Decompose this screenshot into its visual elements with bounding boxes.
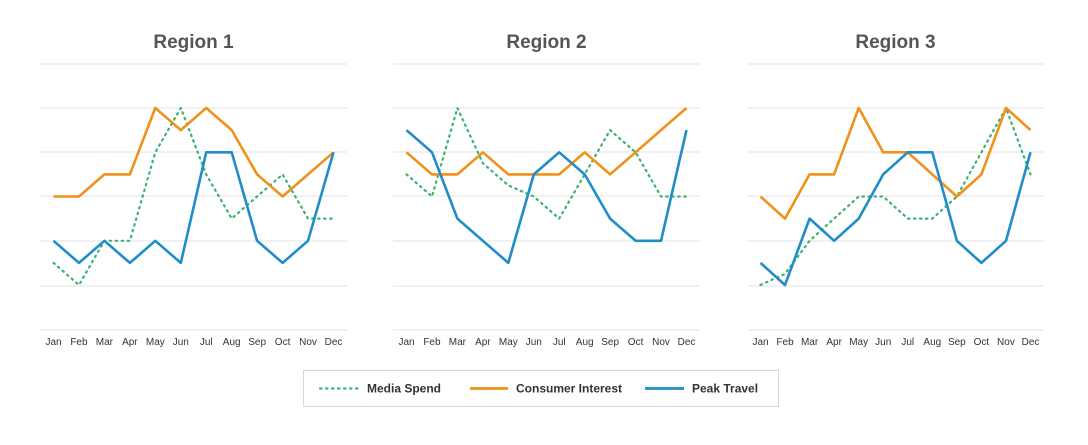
x-tick-label: Mar xyxy=(449,337,467,348)
series-line-peak-travel xyxy=(52,151,335,265)
legend-label-peak-travel: Peak Travel xyxy=(692,382,758,396)
x-tick-label: Mar xyxy=(96,337,114,348)
x-tick-label: Dec xyxy=(325,337,343,348)
x-tick-label: Aug xyxy=(576,337,594,348)
x-tick-label: Aug xyxy=(223,337,241,348)
x-tick-label: Oct xyxy=(974,337,990,348)
panel-title: Region 3 xyxy=(855,32,935,53)
x-tick-label: Jun xyxy=(173,337,189,348)
x-tick-label: Jun xyxy=(526,337,542,348)
x-tick-label: Jul xyxy=(901,337,914,348)
x-tick-label: Apr xyxy=(826,337,842,348)
legend-label-consumer-interest: Consumer Interest xyxy=(516,382,622,396)
x-tick-label: Sep xyxy=(948,337,966,348)
x-tick-label: Nov xyxy=(299,337,317,348)
x-tick-label: Oct xyxy=(628,337,644,348)
series-line-media-spend xyxy=(52,106,335,287)
panel-title: Region 1 xyxy=(153,32,234,53)
x-tick-label: Dec xyxy=(1022,337,1040,348)
x-tick-label: May xyxy=(146,337,165,348)
x-tick-label: Apr xyxy=(122,337,138,348)
x-tick-label: Oct xyxy=(275,337,291,348)
x-tick-label: Jun xyxy=(875,337,891,348)
x-tick-label: Aug xyxy=(923,337,941,348)
x-tick-label: Jul xyxy=(553,337,566,348)
panel-region-2: Region 2 Jan Feb Mar Apr May Jun Jul Aug Sep Oct No… xyxy=(393,32,700,348)
panel-region-1: Region 1 Jan Feb Mar Apr May Jun Jul Aug Sep Oct No… xyxy=(40,32,347,348)
x-tick-label: Feb xyxy=(423,337,441,348)
series-line-consumer-interest xyxy=(759,106,1032,220)
x-tick-label: Nov xyxy=(997,337,1015,348)
x-tick-label: Jan xyxy=(752,337,768,348)
x-tick-label: Mar xyxy=(801,337,819,348)
x-tick-label: Jul xyxy=(200,337,213,348)
x-tick-label: May xyxy=(499,337,518,348)
legend: Media Spend Consumer Interest Peak Travel xyxy=(303,370,779,407)
legend-box xyxy=(303,370,779,407)
x-tick-label: May xyxy=(849,337,868,348)
x-tick-label: Nov xyxy=(652,337,670,348)
panel-title: Region 2 xyxy=(506,32,586,53)
series-line-media-spend xyxy=(405,106,688,220)
x-tick-label: Feb xyxy=(70,337,88,348)
x-tick-label: Sep xyxy=(248,337,266,348)
x-tick-label: Jan xyxy=(45,337,61,348)
x-tick-label: Apr xyxy=(475,337,491,348)
series-line-peak-travel xyxy=(405,129,688,265)
series-line-peak-travel xyxy=(759,151,1032,287)
x-tick-label: Jan xyxy=(398,337,414,348)
series-line-consumer-interest xyxy=(405,107,688,176)
x-tick-label: Feb xyxy=(776,337,794,348)
legend-label-media-spend: Media Spend xyxy=(367,382,441,396)
x-tick-label: Dec xyxy=(678,337,696,348)
series-line-consumer-interest xyxy=(53,106,335,198)
series-line-media-spend xyxy=(759,106,1032,287)
panel-region-3: Region 3 Jan Feb Mar Apr May Jun Jul Aug Sep Oct No… xyxy=(747,32,1044,348)
x-tick-label: Sep xyxy=(601,337,619,348)
